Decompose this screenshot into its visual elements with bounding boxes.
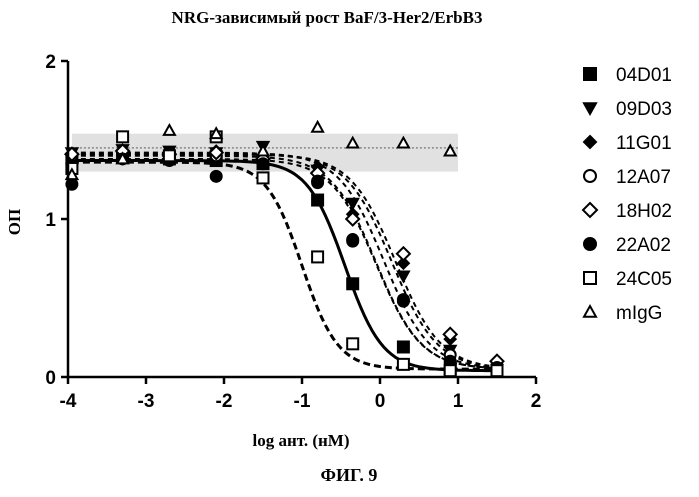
point-22a02 [398, 296, 409, 307]
legend-marker-migg [584, 306, 596, 317]
x-tick-label: -2 [216, 391, 233, 412]
y-tick-label: 1 [45, 210, 56, 231]
legend-item-09d03: 09D03 [584, 99, 672, 120]
point-24c05 [164, 150, 175, 161]
legend: 04D01 09D03 11G01 12A07 18H02 22A02 24C05 mIgG [583, 65, 672, 324]
legend-label: 04D01 [616, 65, 672, 86]
point-24c05 [347, 338, 358, 349]
point-24c05 [492, 365, 503, 376]
point-04d01 [398, 341, 409, 352]
point-migg [164, 125, 175, 135]
axis-ticks: -4 -3 -2 -1 0 1 2 0 1 2 [45, 52, 541, 412]
point-migg [211, 128, 222, 138]
legend-marker-04d01 [584, 68, 596, 80]
point-04d01 [312, 195, 323, 206]
point-24c05 [445, 365, 456, 376]
legend-label: 22A02 [616, 235, 671, 256]
fit-curve-24c05 [72, 162, 497, 369]
legend-label: 11G01 [616, 133, 672, 154]
point-18h02 [397, 247, 410, 260]
point-22a02 [211, 171, 222, 182]
legend-item-22a02: 22A02 [584, 235, 671, 256]
legend-label: 18H02 [616, 201, 672, 222]
legend-label: 12A07 [616, 167, 671, 188]
plot-area: -4 -3 -2 -1 0 1 2 0 1 2 [45, 52, 541, 412]
legend-item-11g01: 11G01 [584, 133, 672, 154]
x-tick-label: -3 [138, 391, 155, 412]
point-22a02 [312, 176, 323, 187]
point-migg [312, 122, 323, 132]
x-tick-label: 0 [375, 391, 386, 412]
x-tick-label: 2 [531, 391, 542, 412]
legend-label: mIgG [616, 303, 662, 324]
legend-item-18h02: 18H02 [583, 201, 672, 222]
legend-marker-09d03 [584, 103, 596, 114]
legend-item-24c05: 24C05 [584, 269, 672, 290]
legend-marker-22a02 [584, 238, 596, 250]
point-22a02 [258, 158, 269, 169]
legend-label: 09D03 [616, 99, 672, 120]
point-24c05 [258, 172, 269, 183]
legend-item-12a07: 12A07 [584, 167, 671, 188]
point-09d03 [398, 271, 409, 281]
legend-marker-12a07 [584, 170, 596, 182]
chart-title: NRG-зависимый рост BaF/3-Her2/ErbB3 [172, 8, 483, 27]
legend-marker-11g01 [584, 136, 596, 148]
figure-caption: ФИГ. 9 [321, 465, 378, 485]
point-22a02 [347, 236, 358, 247]
legend-item-04d01: 04D01 [584, 65, 672, 86]
point-24c05 [398, 359, 409, 370]
fit-curve-22a02 [72, 159, 497, 368]
y-axis-label: ОП [5, 209, 24, 235]
x-tick-label: 1 [453, 391, 464, 412]
point-04d01 [347, 278, 358, 289]
point-24c05 [312, 251, 323, 262]
x-tick-label: -1 [294, 391, 311, 412]
x-tick-label: -4 [60, 391, 77, 412]
y-tick-label: 0 [45, 368, 56, 389]
x-axis-label: log ант. (нМ) [252, 431, 349, 450]
point-09d03 [347, 199, 358, 209]
point-24c05 [117, 131, 128, 142]
legend-item-migg: mIgG [584, 303, 662, 324]
legend-marker-18h02 [583, 203, 597, 217]
legend-marker-24c05 [584, 272, 596, 284]
y-tick-label: 2 [45, 52, 56, 73]
legend-label: 24C05 [616, 269, 672, 290]
fit-curves [72, 148, 497, 371]
fit-curve-18h02 [72, 154, 497, 367]
